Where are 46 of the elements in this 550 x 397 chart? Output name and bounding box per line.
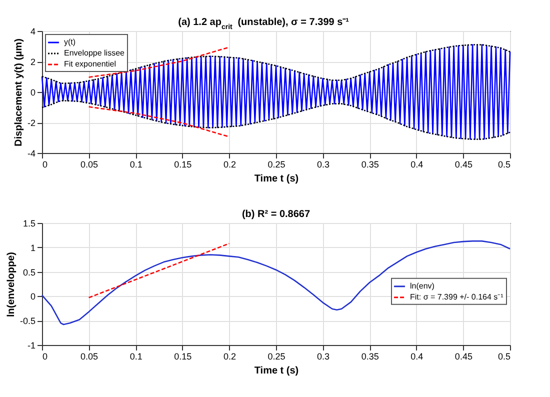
line-series xyxy=(41,240,511,326)
x-tick-label: 0.25 xyxy=(268,352,286,362)
y-tick-label: 4 xyxy=(30,26,36,36)
x-tick-label: 0.5 xyxy=(498,160,510,170)
x-tick-label: 0.05 xyxy=(80,352,98,362)
legend-label: Enveloppe lissee xyxy=(64,48,126,58)
x-tick-label: 0.3 xyxy=(317,352,330,362)
y-tick-label: -1 xyxy=(27,340,36,350)
x-axis-title: Time t (s) xyxy=(254,366,299,376)
x-tick-label: 0.15 xyxy=(174,352,192,362)
x-tick-label: 0.4 xyxy=(410,352,424,362)
legend-label: Fit: σ = 7.399 +/- 0.164 s⁻¹ xyxy=(410,292,504,302)
legend-label: ln(env) xyxy=(410,281,435,290)
y-tick-label: 0 xyxy=(30,88,36,98)
y-tick-label: 0.5 xyxy=(22,267,36,278)
y-axis-title: ln(enveloppe) xyxy=(6,252,17,318)
x-tick-label: 0.25 xyxy=(268,160,286,170)
y-tick-label: -0.5 xyxy=(20,316,36,326)
x-tick-label: 0.45 xyxy=(454,352,472,362)
x-tick-label: 0.3 xyxy=(317,160,330,170)
x-tick-label: 0.4 xyxy=(410,160,424,170)
y-tick-label: -2 xyxy=(27,118,36,128)
y-tick-label: 1.5 xyxy=(22,218,36,228)
x-tick-label: 0 xyxy=(42,352,48,362)
y-tick-label: 1 xyxy=(30,242,36,253)
x-tick-label: 0.2 xyxy=(223,352,236,362)
x-tick-label: 0 xyxy=(42,160,48,170)
y-tick-label: 2 xyxy=(30,57,36,67)
line-series xyxy=(41,100,511,140)
legend-label: Fit exponentiel xyxy=(64,60,116,68)
x-tick-label: 0.1 xyxy=(130,352,142,362)
x-axis-title: Time t (s) xyxy=(254,174,299,184)
line-series xyxy=(88,106,230,138)
x-tick-label: 0.35 xyxy=(361,352,379,362)
x-tick-label: 0.5 xyxy=(498,352,510,362)
y-axis-title: Displacement y(t) (μm) xyxy=(14,38,24,146)
x-tick-label: 0.1 xyxy=(130,160,142,170)
chart-title: (b) R² = 0.8667 xyxy=(242,209,310,220)
x-tick-label: 0.45 xyxy=(454,160,472,170)
x-tick-label: 0.15 xyxy=(174,160,192,170)
y-tick-label: -4 xyxy=(27,148,36,158)
legend-label: y(t) xyxy=(64,38,76,46)
x-tick-label: 0.35 xyxy=(361,160,379,170)
x-tick-label: 0.05 xyxy=(80,160,98,170)
y-tick-label: 0 xyxy=(30,292,36,302)
x-tick-label: 0.2 xyxy=(223,160,236,170)
